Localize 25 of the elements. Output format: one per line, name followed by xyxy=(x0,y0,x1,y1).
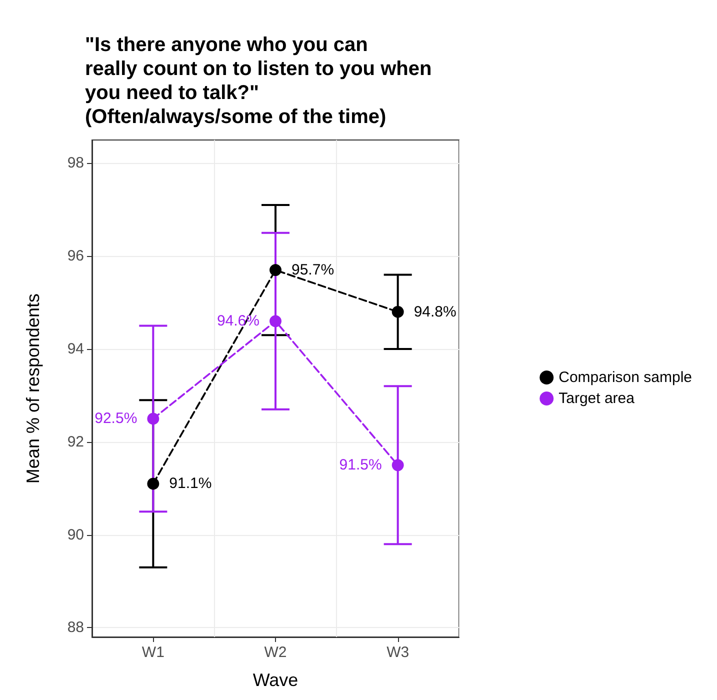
point xyxy=(270,315,282,328)
data-label: 92.5% xyxy=(94,410,138,428)
point xyxy=(147,478,160,490)
data-label: 91.1% xyxy=(169,475,212,492)
y-axis-title: Mean % of respondents xyxy=(23,293,43,484)
x-axis-title: Wave xyxy=(252,670,298,690)
y-tick-label: 92 xyxy=(67,433,84,450)
x-tick-label: W3 xyxy=(386,644,410,661)
x-tick-label: W2 xyxy=(264,644,287,661)
y-tick-label: 90 xyxy=(67,526,84,544)
point xyxy=(392,306,404,318)
data-label: 94.8% xyxy=(414,303,456,320)
chart-title: "Is there anyone who you can really count on to listen to you when you need to talk?" (Often/always/some of the time) xyxy=(85,34,432,128)
point xyxy=(392,459,404,472)
y-tick-label: 88 xyxy=(67,619,84,636)
data-label: 95.7% xyxy=(292,262,334,279)
point xyxy=(147,412,160,425)
y-tick-label: 94 xyxy=(67,340,84,358)
y-tick-label: 98 xyxy=(67,154,84,172)
legend-label: Target area xyxy=(558,390,636,407)
point xyxy=(270,264,282,276)
y-tick-label: 96 xyxy=(67,248,84,265)
data-label: 91.5% xyxy=(339,456,382,474)
x-tick-label: W1 xyxy=(142,644,164,661)
legend-label: Comparison sample xyxy=(558,369,692,386)
